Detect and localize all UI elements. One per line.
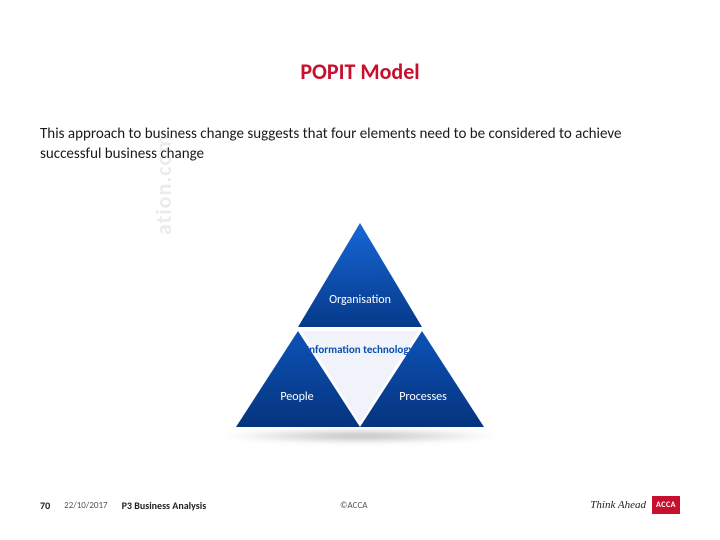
footer-copyright: ©ACCA	[340, 500, 367, 511]
footer-course: P3 Business Analysis	[122, 499, 207, 512]
label-left: People	[252, 390, 342, 404]
triangle-top	[298, 223, 422, 327]
watermark-text: ation.com	[150, 134, 177, 235]
label-top: Organisation	[310, 293, 410, 307]
popit-triangle-diagram: Organisation People Processes Informatio…	[190, 215, 530, 440]
triangle-svg	[190, 215, 530, 435]
slide: POPIT Model This approach to business ch…	[0, 0, 720, 540]
slide-title: POPIT Model	[0, 58, 720, 85]
label-right: Processes	[378, 390, 468, 404]
label-center: Information technology	[300, 343, 420, 356]
footer-date: 22/10/2017	[64, 500, 107, 511]
slide-footer: 70 22/10/2017 P3 Business Analysis ©ACCA…	[40, 494, 680, 516]
footer-tagline: Think Ahead	[590, 499, 646, 511]
acca-logo: ACCA	[652, 496, 680, 514]
diagram-shadow	[220, 428, 500, 444]
slide-description: This approach to business change suggest…	[40, 124, 680, 165]
page-number: 70	[40, 499, 50, 512]
